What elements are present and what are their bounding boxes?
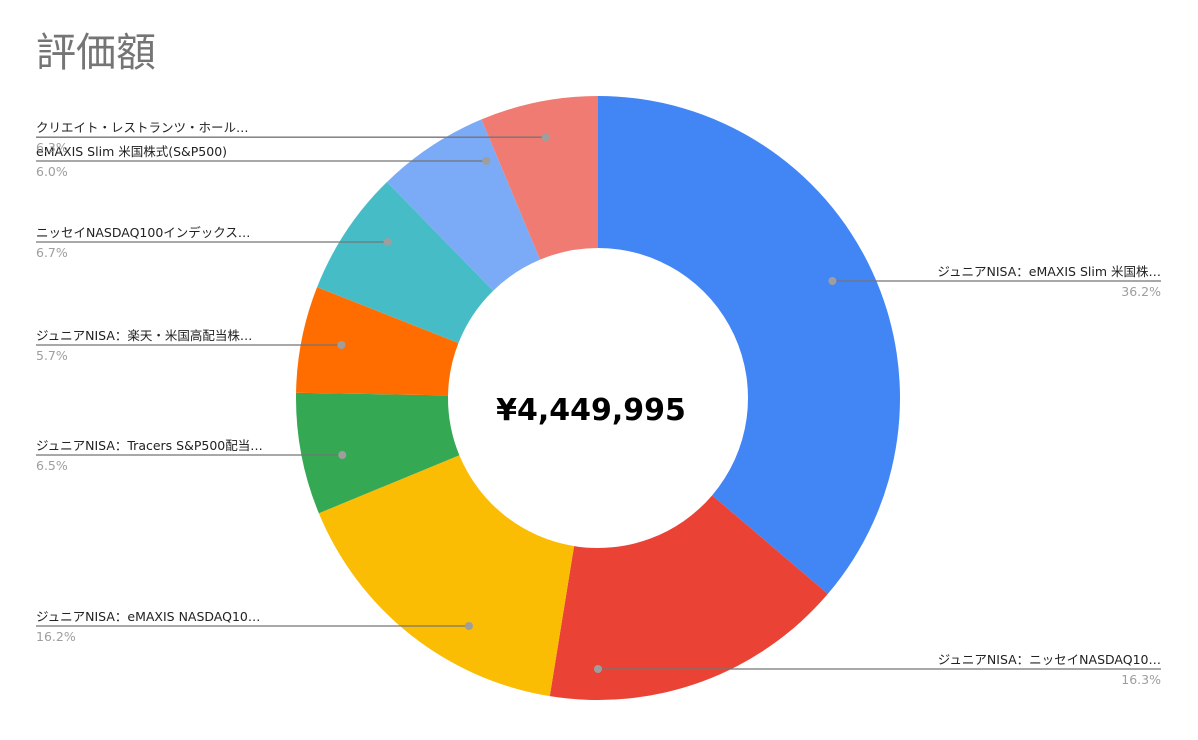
slice-label-6: ニッセイNASDAQ100インデックス…: [36, 225, 250, 240]
slice-3: [318, 455, 575, 697]
slice-label-5: ジュニアNISA：楽天・米国高配当株…: [36, 328, 252, 343]
leader-dot-4: [338, 451, 347, 459]
leader-dot-7: [482, 157, 491, 165]
leader-dot-3: [464, 622, 473, 630]
slice-7: [386, 119, 541, 291]
slice-percent-6: 6.7%: [36, 245, 68, 260]
slice-label-3: ジュニアNISA：eMAXIS NASDAQ10…: [36, 609, 260, 624]
labels-group: ジュニアNISA：eMAXIS Slim 米国株… 36.2% ジュニアNISA：ニ…: [36, 120, 1161, 687]
slice-label-8: クリエイト・レストランツ・ホール…: [36, 120, 249, 135]
slice-percent-3: 16.2%: [36, 629, 76, 644]
slice-label-1: ジュニアNISA：eMAXIS Slim 米国株…: [937, 264, 1161, 279]
slice-label-7: eMAXIS Slim 米国株式(S&P500): [36, 144, 227, 159]
leader-dot-2: [594, 665, 602, 673]
slice-label-4: ジュニアNISA：Tracers S&P500配当…: [36, 438, 263, 453]
slice-percent-2: 16.3%: [1121, 672, 1161, 687]
slices-group: [296, 96, 900, 701]
slice-percent-8: 6.3%: [36, 140, 68, 155]
slice-6: [317, 181, 494, 343]
slice-label-2: ジュニアNISA：ニッセイNASDAQ10…: [938, 652, 1161, 667]
slice-percent-1: 36.2%: [1121, 284, 1161, 299]
leader-dot-6: [383, 238, 392, 246]
slice-5: [296, 287, 459, 396]
slice-1: [598, 96, 900, 594]
slice-percent-4: 6.5%: [36, 458, 68, 473]
slice-4: [296, 392, 460, 514]
slice-percent-5: 5.7%: [36, 348, 68, 363]
slice-percent-7: 6.0%: [36, 164, 68, 179]
leader-dot-1: [828, 277, 837, 285]
center-total-label: ¥4,449,995: [496, 393, 686, 428]
leader-dot-5: [337, 341, 346, 349]
leader-dot-8: [541, 133, 550, 142]
slice-2: [549, 495, 828, 701]
chart-title: 評価額: [36, 30, 156, 76]
leaders-group: [36, 133, 1161, 673]
